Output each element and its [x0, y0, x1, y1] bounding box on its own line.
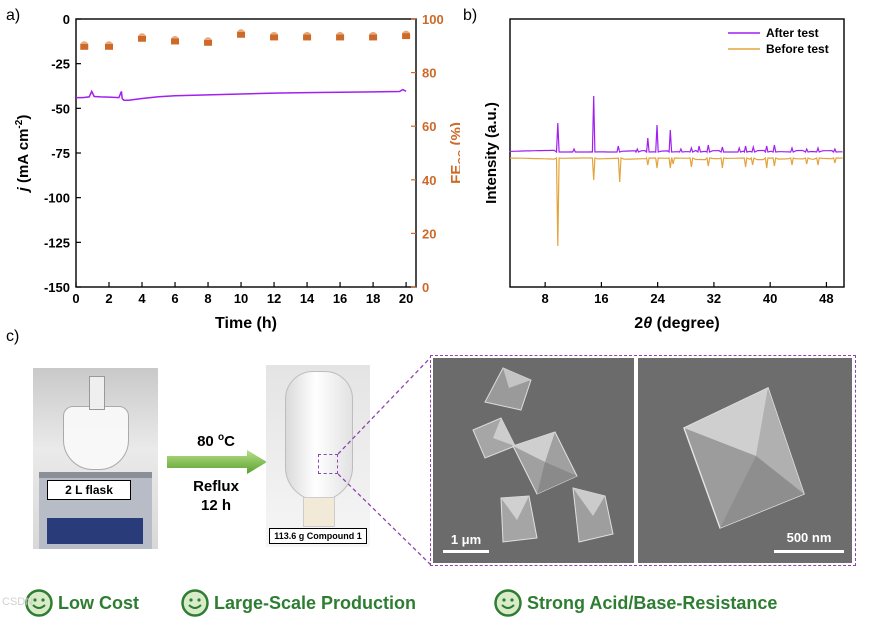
fe-co-point — [105, 41, 114, 50]
fe-co-point — [402, 30, 411, 40]
flask-glass — [63, 406, 129, 470]
y-left-tick-label: -75 — [51, 146, 70, 161]
smiley-icon — [494, 589, 522, 617]
x-tick-label: 40 — [763, 291, 777, 306]
panel-label-c: c) — [6, 328, 20, 345]
hot-plate-panel — [47, 518, 143, 544]
chart-a-series — [76, 29, 411, 102]
chart-b-series — [509, 95, 843, 247]
feature-large-scale: Large-Scale Production — [180, 588, 416, 618]
y-left-tick-label: -25 — [51, 57, 70, 72]
fe-co-point — [303, 31, 312, 41]
flask-neck — [89, 376, 105, 410]
fe-co-point — [369, 31, 378, 41]
x-tick-label: 32 — [707, 291, 721, 306]
bottle-body — [285, 371, 353, 501]
chart-a-left-axis: 0 -25 -50 -75 -100 -125 -150 — [44, 12, 81, 295]
bottle-base — [303, 497, 335, 527]
y-right-tick-label: 0 — [422, 280, 429, 295]
chart-a-x-axis: 0 2 4 6 8 10 12 14 16 18 20 — [72, 282, 413, 306]
x-tick-label: 48 — [819, 291, 833, 306]
x-tick-label: 14 — [300, 291, 315, 306]
sem-image-right: 500 nm — [638, 358, 852, 563]
scale-bar-right-label: 500 nm — [787, 530, 832, 545]
x-tick-label: 12 — [267, 291, 281, 306]
chart-b-xlabel: 2θ (degree) — [634, 315, 719, 332]
x-tick-label: 8 — [204, 291, 211, 306]
y-right-tick-label: 100 — [422, 12, 444, 27]
smiley-icon — [181, 589, 209, 617]
temperature-label: 80 oC — [197, 432, 235, 450]
product-label-box: 113.6 g Compound 1 — [269, 528, 367, 544]
x-tick-label: 10 — [234, 291, 248, 306]
chart-a-right-axis: 0 20 40 60 80 100 — [411, 12, 444, 295]
time-label: 12 h — [200, 497, 231, 514]
x-tick-label: 4 — [138, 291, 146, 306]
fe-co-point — [171, 35, 180, 45]
reaction-arrow — [167, 450, 267, 474]
fe-co-point — [336, 31, 345, 41]
x-tick-label: 8 — [542, 291, 549, 306]
feature-label: Large-Scale Production — [214, 592, 417, 613]
x-tick-label: 2 — [105, 291, 112, 306]
feature-low-cost: Low Cost — [24, 588, 139, 618]
watermark: CSDN — [2, 596, 34, 608]
y-left-tick-label: -100 — [44, 191, 70, 206]
feature-label: Low Cost — [58, 592, 139, 613]
chart-a-ylabel-left: j (mA cm-2) — [14, 115, 32, 194]
zoom-lines — [338, 355, 433, 567]
chart-a-plot-frame — [75, 18, 417, 288]
y-left-tick-label: -50 — [51, 101, 70, 116]
y-right-tick-label: 20 — [422, 226, 436, 241]
feature-label: Strong Acid/Base-Resistance — [527, 592, 778, 613]
y-right-tick-label: 80 — [422, 66, 436, 81]
after-test-line — [509, 95, 843, 154]
feature-acid-base: Strong Acid/Base-Resistance — [493, 588, 777, 618]
chart-a-xlabel: Time (h) — [215, 315, 277, 332]
sem-image-left: 1 μm — [433, 358, 634, 563]
scale-bar-left-label: 1 μm — [451, 532, 481, 547]
chart-b-x-axis: 8 16 24 32 40 48 — [542, 282, 834, 306]
chart-b-ylabel: Intensity (a.u.) — [483, 102, 500, 204]
chart-a: 0 -25 -50 -75 -100 -125 -150 0 20 40 60 80 100 0 2 4 6… — [14, 12, 460, 332]
x-tick-label: 20 — [399, 291, 413, 306]
legend-before-test: Before test — [766, 42, 829, 56]
current-density-line — [76, 88, 407, 102]
smiley-icon — [25, 589, 53, 617]
flask-label-box: 2 L flask — [47, 480, 131, 500]
fe-co-point — [204, 37, 213, 46]
x-tick-label: 0 — [72, 291, 79, 306]
legend-after-test: After test — [766, 26, 819, 40]
y-left-tick-label: -125 — [44, 235, 70, 250]
chart-b: 8 16 24 32 40 48 After test Before test 2θ (d… — [483, 18, 845, 332]
y-right-tick-label: 60 — [422, 119, 436, 134]
fe-co-point — [80, 41, 89, 50]
zoom-box — [318, 454, 338, 474]
chart-a-ylabel-right: FECO (%) — [448, 122, 460, 184]
chart-b-plot-frame — [509, 18, 845, 288]
flask-photo: 2 L flask — [33, 368, 158, 549]
x-tick-label: 16 — [594, 291, 608, 306]
panel-label-a: a) — [6, 7, 21, 24]
x-tick-label: 24 — [650, 291, 665, 306]
fe-co-point — [237, 29, 246, 38]
y-left-tick-label: -150 — [44, 280, 70, 295]
x-tick-label: 18 — [366, 291, 380, 306]
x-tick-label: 6 — [171, 291, 178, 306]
x-tick-label: 16 — [333, 291, 347, 306]
chart-b-legend: After test Before test — [728, 26, 829, 56]
before-test-line — [509, 156, 843, 247]
panel-label-b: b) — [463, 7, 478, 24]
process-label: Reflux — [193, 478, 239, 495]
fe-co-point — [138, 33, 147, 42]
fe-co-point — [270, 31, 279, 41]
y-left-tick-label: 0 — [63, 12, 70, 27]
y-right-tick-label: 40 — [422, 173, 436, 188]
